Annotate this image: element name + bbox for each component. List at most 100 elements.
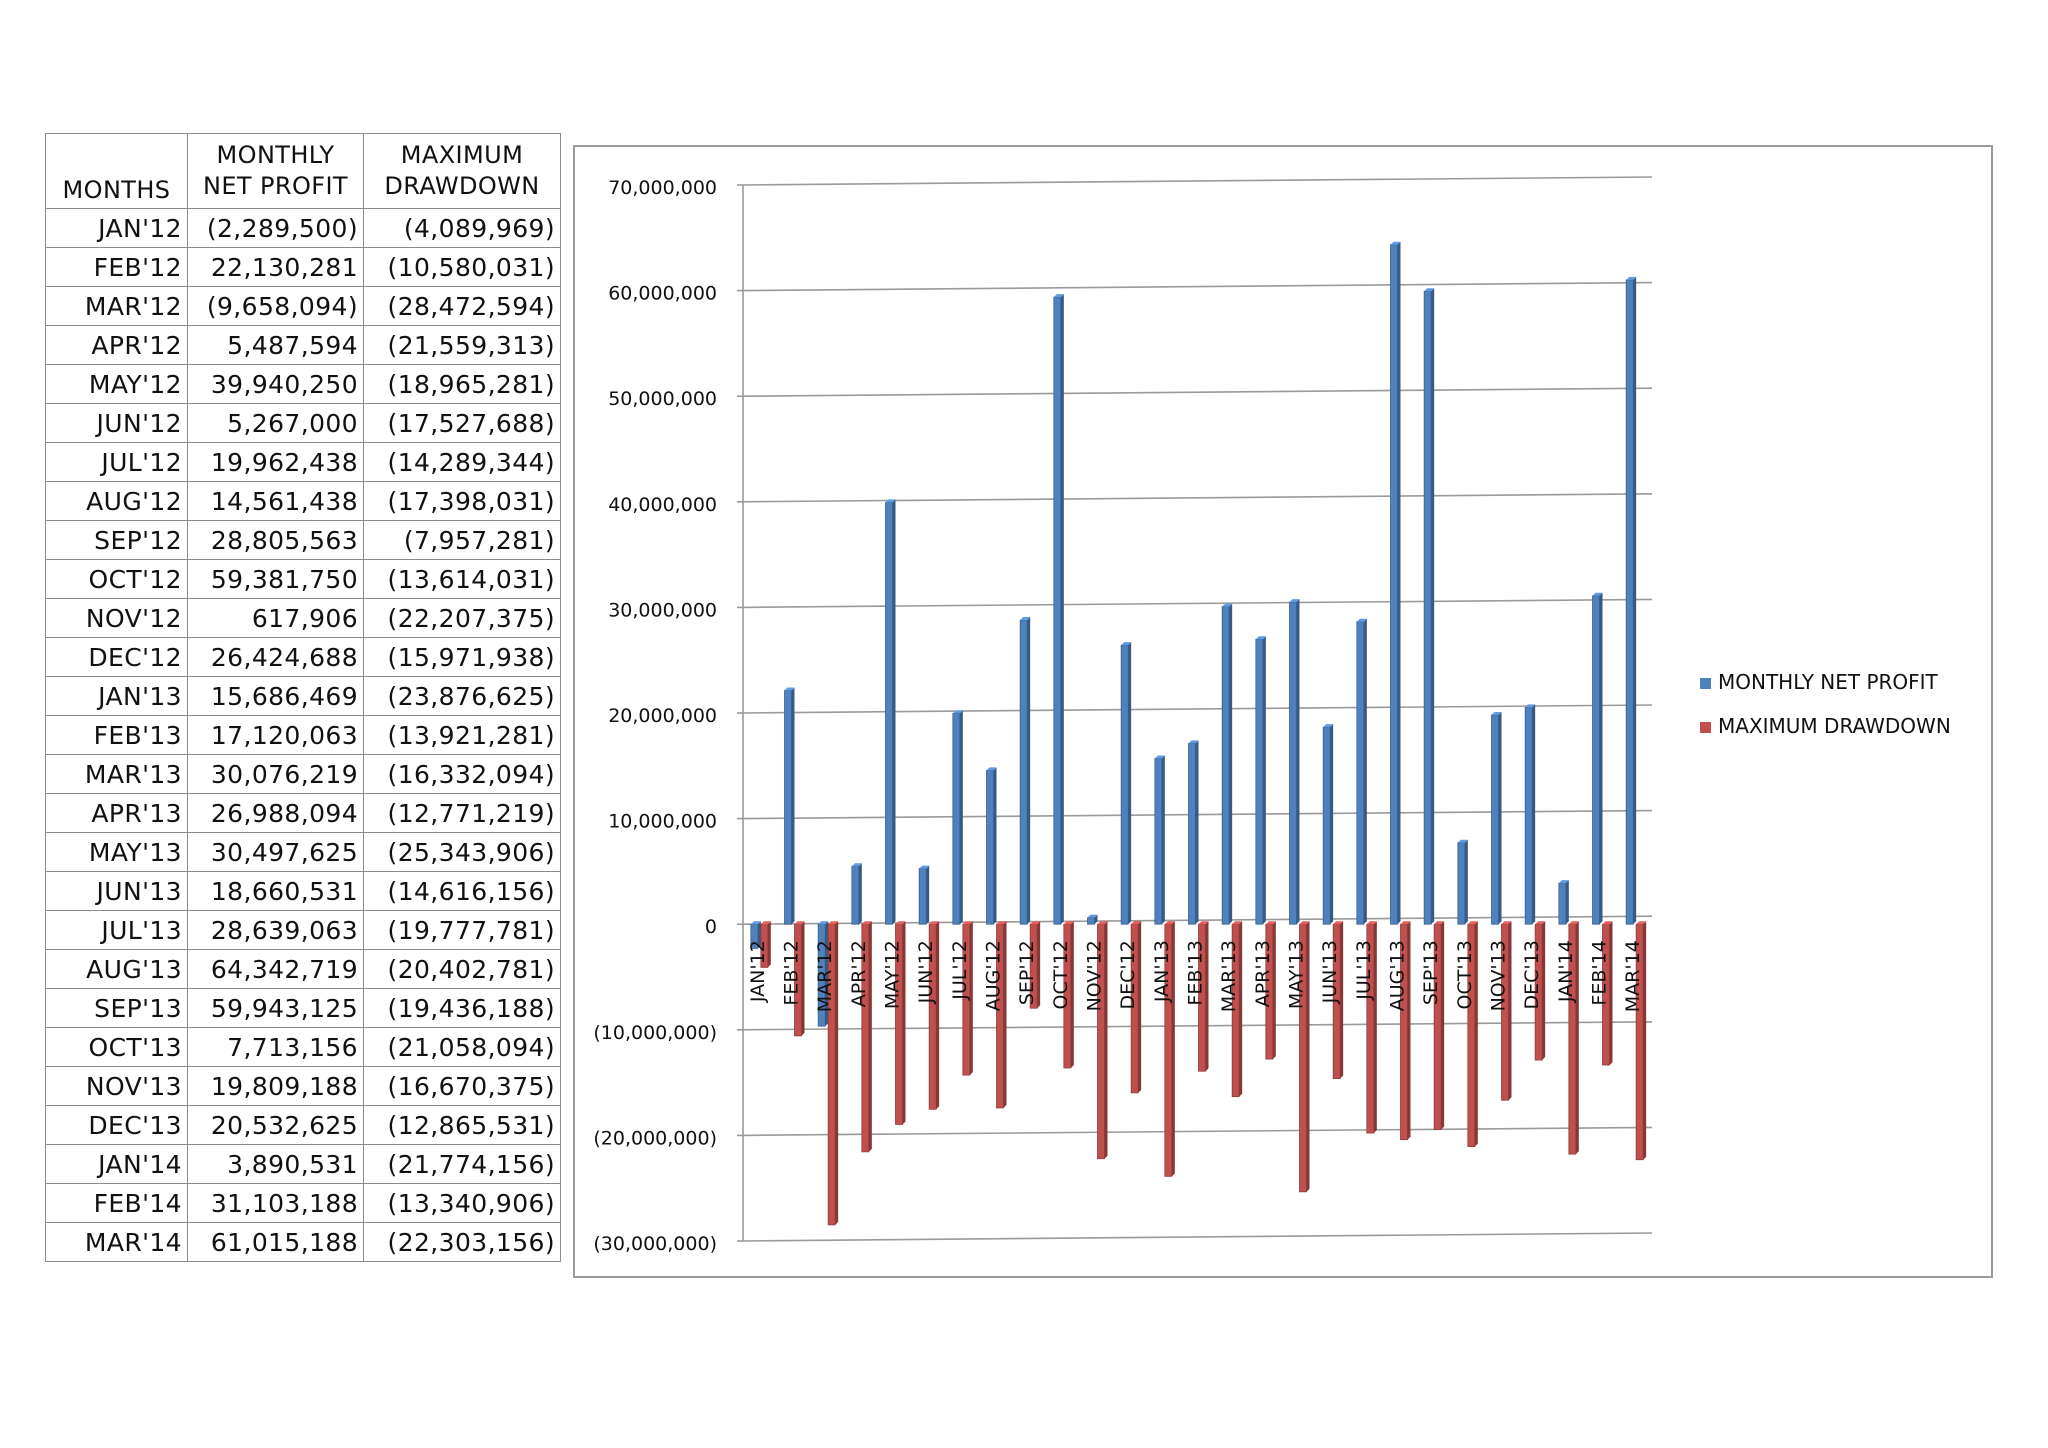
bar-top xyxy=(952,710,963,714)
month-cell: FEB'13 xyxy=(45,715,188,755)
bar-top xyxy=(1323,724,1334,728)
net-profit-cell: 18,660,531 xyxy=(187,871,364,911)
drawdown-cell: (16,670,375) xyxy=(363,1066,561,1106)
table-row: JUL'13 28,639,063 (19,777,781) xyxy=(45,910,561,950)
drawdown-bar xyxy=(1534,921,1546,1061)
table-row: MAR'14 61,015,188 (22,303,156) xyxy=(45,1222,561,1262)
bar-side xyxy=(1431,288,1435,925)
net-profit-bar xyxy=(1356,618,1367,925)
bar-top xyxy=(1333,921,1344,925)
net-profit-cell: 31,103,188 xyxy=(187,1183,364,1223)
drawdown-bar xyxy=(1400,921,1411,1141)
drawdown-bar xyxy=(895,921,906,1125)
drawdown-bar xyxy=(1063,921,1074,1069)
drawdown-cell: (13,614,031) xyxy=(363,559,561,599)
x-category-label: NOV'12 xyxy=(1084,940,1106,1011)
net-profit-bar xyxy=(952,710,963,925)
month-cell: JAN'13 xyxy=(45,676,188,716)
drawdown-bar xyxy=(996,921,1007,1109)
drawdown-cell: (21,774,156) xyxy=(363,1144,561,1184)
bar-top xyxy=(1366,921,1377,925)
drawdown-bar xyxy=(962,921,973,1076)
table-row: JUL'12 19,962,438 (14,289,344) xyxy=(45,442,561,482)
chart-area: 70,000,000 60,000,000 50,000,000 40,000,000… xyxy=(573,145,1993,1278)
table-row: DEC'12 26,424,688 (15,971,938) xyxy=(45,637,561,677)
bar-top xyxy=(1390,241,1401,245)
table-row: DEC'13 20,532,625 (12,865,531) xyxy=(45,1105,561,1145)
net-profit-bar xyxy=(1255,636,1266,925)
x-category-label: FEB'14 xyxy=(1589,940,1611,1005)
legend-swatch-drawdown xyxy=(1700,722,1711,733)
y-tick-label: (20,000,000) xyxy=(593,1127,717,1149)
bar-top xyxy=(962,921,973,925)
drawdown-bar xyxy=(760,921,771,968)
drawdown-cell: (19,436,188) xyxy=(363,988,561,1028)
x-category-label: DEC'13 xyxy=(1521,940,1543,1009)
x-category-label: JUN'13 xyxy=(1319,940,1341,1004)
x-category-label: JUN'12 xyxy=(915,940,937,1004)
header-months: MONTHS xyxy=(45,133,188,209)
bar-top xyxy=(895,921,906,925)
header-maximum-drawdown-line: MAXIMUM xyxy=(400,141,524,169)
net-profit-bar xyxy=(1289,599,1300,925)
net-profit-cell: 26,988,094 xyxy=(187,793,364,833)
gridline xyxy=(742,281,1653,292)
drawdown-cell: (21,058,094) xyxy=(363,1027,561,1067)
drawdown-bar xyxy=(1501,921,1512,1101)
drawdown-cell: (28,472,594) xyxy=(363,286,561,326)
month-cell: DEC'12 xyxy=(45,637,188,677)
drawdown-cell: (16,332,094) xyxy=(363,754,561,794)
table-row: MAR'13 30,076,219 (16,332,094) xyxy=(45,754,561,794)
bar-top xyxy=(1063,921,1074,925)
header-maximum-drawdown-line: DRAWDOWN xyxy=(384,172,540,200)
y-tick-label: 60,000,000 xyxy=(608,283,717,305)
legend-label-net-profit: MONTHLY NET PROFIT xyxy=(1718,670,1939,694)
month-cell: MAY'13 xyxy=(45,832,188,872)
bar-face xyxy=(1188,743,1196,925)
month-cell: JUL'13 xyxy=(45,910,188,950)
x-category-label: SEP'12 xyxy=(1016,940,1038,1005)
x-category-label: APR'13 xyxy=(1252,940,1274,1007)
drawdown-cell: (14,289,344) xyxy=(363,442,561,482)
bar-face xyxy=(918,868,927,925)
y-tick-label: 30,000,000 xyxy=(608,599,717,621)
bar-top xyxy=(851,863,862,867)
table-row: SEP'12 28,805,563 (7,957,281) xyxy=(45,520,561,560)
bars xyxy=(750,241,1647,1226)
legend-label-drawdown: MAXIMUM DRAWDOWN xyxy=(1718,714,1951,738)
x-category-label: FEB'13 xyxy=(1185,940,1207,1005)
x-category-label: OCT'13 xyxy=(1454,940,1476,1009)
bar-face xyxy=(1087,917,1095,925)
drawdown-bar xyxy=(1130,921,1142,1094)
net-profit-cell: 19,962,438 xyxy=(187,442,364,482)
x-category-label: FEB'12 xyxy=(781,940,803,1005)
drawdown-bar xyxy=(1602,921,1613,1066)
drawdown-bar xyxy=(1164,921,1175,1177)
net-profit-cell: 39,940,250 xyxy=(187,364,364,404)
y-tick-label: 50,000,000 xyxy=(608,388,717,410)
bar-top xyxy=(1457,839,1468,843)
bar-side xyxy=(1542,921,1546,1061)
drawdown-cell: (20,402,781) xyxy=(363,949,561,989)
drawdown-cell: (19,777,781) xyxy=(363,910,561,950)
bar-top xyxy=(1501,921,1512,925)
y-axis: 70,000,000 60,000,000 50,000,000 40,000,000… xyxy=(593,177,744,1255)
gridline xyxy=(742,387,1653,397)
bar-side xyxy=(1239,921,1243,1097)
table-row: FEB'14 31,103,188 (13,340,906) xyxy=(45,1183,561,1223)
y-tick-label: 20,000,000 xyxy=(608,705,717,727)
bar-face xyxy=(1423,290,1432,925)
bar-top xyxy=(1154,755,1165,759)
bar-top xyxy=(1222,603,1233,607)
net-profit-bar xyxy=(986,767,997,925)
bar-top xyxy=(1525,704,1536,708)
bar-top xyxy=(1188,740,1199,744)
net-profit-cell: 20,532,625 xyxy=(187,1105,364,1145)
bar-face xyxy=(1255,638,1264,925)
bar-side xyxy=(1094,914,1098,925)
net-profit-bar xyxy=(1019,617,1031,925)
bar-side xyxy=(926,865,930,925)
bar-side xyxy=(1262,636,1266,925)
month-cell: MAR'14 xyxy=(45,1222,188,1262)
table-row: APR'13 26,988,094 (12,771,219) xyxy=(45,793,561,833)
